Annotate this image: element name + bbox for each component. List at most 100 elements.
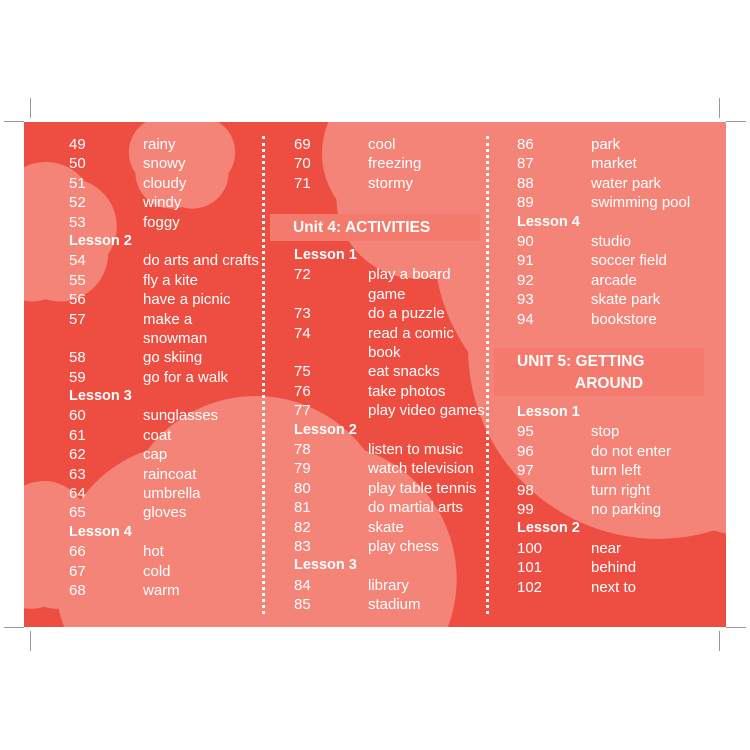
vocab-row: 59 go for a walk xyxy=(69,368,264,387)
crop-mark xyxy=(4,121,24,122)
vocab-number: 91 xyxy=(517,252,534,270)
vocab-row: 50 snowy xyxy=(69,154,264,173)
vocab-row: 75 eat snacks xyxy=(294,362,509,381)
column-divider xyxy=(486,136,489,614)
star-icon xyxy=(55,396,457,627)
vocab-row: 87 market xyxy=(517,154,717,173)
vocab-row: 77 play video games xyxy=(294,401,509,420)
vocab-row: 76 take photos xyxy=(294,382,509,401)
vocab-number: 52 xyxy=(69,194,86,212)
vocab-row: 79 watch television xyxy=(294,459,509,478)
star-icon xyxy=(24,162,117,302)
vocab-number: 49 xyxy=(69,136,86,153)
lesson-heading: Lesson 2 xyxy=(294,421,357,438)
vocab-number: 60 xyxy=(69,407,86,425)
vocab-row: 84 library xyxy=(294,576,509,595)
vocab-row: 78 listen to music xyxy=(294,440,509,459)
vocab-word: raincoat xyxy=(143,465,197,483)
vocab-row: 80 play table tennis xyxy=(294,479,509,498)
vocab-number: 95 xyxy=(517,423,534,441)
vocab-number: 100 xyxy=(517,539,543,557)
vocab-number: 99 xyxy=(517,500,534,518)
vocab-word: near xyxy=(591,539,622,557)
vocab-number: 102 xyxy=(517,578,543,596)
vocab-word: do not enter xyxy=(591,442,672,460)
vocab-word: go for a walk xyxy=(143,368,229,386)
vocab-word: behind xyxy=(591,559,637,577)
lesson-heading: Lesson 2 xyxy=(517,520,580,537)
vocab-word: watch television xyxy=(368,460,474,478)
vocab-number: 83 xyxy=(294,537,311,555)
vocab-number: 56 xyxy=(69,291,86,309)
vocab-word: play video games xyxy=(368,402,485,420)
vocab-word: take photos xyxy=(368,382,446,400)
vocab-row: 86 park xyxy=(517,135,717,154)
vocab-row: 53 foggy xyxy=(69,213,264,232)
vocab-word: stop xyxy=(591,423,620,441)
vocab-word: park xyxy=(591,136,621,153)
vocab-number: 77 xyxy=(294,402,311,420)
vocab-row: 58 go skiing xyxy=(69,348,264,367)
vocab-row: 73 do a puzzle xyxy=(294,304,509,323)
vocab-number: 82 xyxy=(294,518,311,536)
vocab-row: 49 rainy xyxy=(69,135,264,154)
lesson-heading: Lesson 3 xyxy=(69,388,132,405)
vocab-word: snowy xyxy=(143,155,186,173)
vocab-row: 90 studio xyxy=(517,232,717,251)
vocab-word: studio xyxy=(591,232,632,250)
vocab-number: 54 xyxy=(69,252,86,270)
vocab-word: cap xyxy=(143,446,168,464)
column-2: 69 cool 70 freezing 71 stormy xyxy=(294,135,509,193)
vocab-number: 93 xyxy=(517,291,534,309)
vocab-row: 55 fly a kite xyxy=(69,271,264,290)
vocab-row: 101 behind xyxy=(517,558,717,577)
vocab-number: 87 xyxy=(517,155,534,173)
vocab-word: gloves xyxy=(143,504,187,522)
vocab-number: 71 xyxy=(294,174,311,192)
vocab-word: market xyxy=(591,155,637,173)
star-icon xyxy=(24,481,109,609)
vocab-row: 72 play a board game xyxy=(294,265,509,304)
vocab-word: eat snacks xyxy=(368,363,440,381)
vocab-row: 70 freezing xyxy=(294,154,509,173)
lesson-heading: Lesson 4 xyxy=(69,523,132,540)
vocab-number: 63 xyxy=(69,465,86,483)
vocab-word: arcade xyxy=(591,271,637,289)
crop-mark xyxy=(30,98,31,118)
vocab-row: 62 cap xyxy=(69,445,264,464)
vocab-number: 51 xyxy=(69,174,86,192)
vocab-word: hot xyxy=(143,543,164,561)
vocab-word: warm xyxy=(143,582,180,599)
vocab-row: 54 do arts and crafts xyxy=(69,251,264,270)
vocab-row: 97 turn left xyxy=(517,461,717,480)
vocab-word: play a board game xyxy=(368,266,451,303)
vocab-row: 69 cool xyxy=(294,135,509,154)
vocab-row: 68 warm xyxy=(69,581,264,600)
vocab-word: fly a kite xyxy=(143,271,199,289)
vocab-number: 78 xyxy=(294,440,311,458)
vocab-row: 102 next to xyxy=(517,578,717,597)
column-3: 86 park 87 market 88 water park 89 swimming poo… xyxy=(517,135,717,329)
crop-mark xyxy=(726,627,746,628)
vocab-word: play table tennis xyxy=(368,479,477,497)
vocab-word: stormy xyxy=(368,174,413,192)
vocab-number: 65 xyxy=(69,504,86,522)
vocab-word: make a snowman xyxy=(143,310,208,347)
vocab-number: 74 xyxy=(294,324,311,342)
vocab-word: have a picnic xyxy=(143,291,231,309)
lesson-heading: Lesson 2 xyxy=(69,232,132,249)
vocab-word: skate park xyxy=(591,291,661,309)
vocab-word: water park xyxy=(591,174,662,192)
vocab-word: next to xyxy=(591,578,637,596)
unit-5-heading: UNIT 5: GETTING AROUND xyxy=(494,348,704,396)
lesson-heading: Lesson 1 xyxy=(294,247,357,263)
crop-mark xyxy=(726,121,746,122)
vocab-word: freezing xyxy=(368,155,422,173)
vocab-row: 94 bookstore xyxy=(517,310,717,329)
vocab-number: 58 xyxy=(69,349,86,367)
vocab-number: 84 xyxy=(294,576,311,594)
vocab-row: 85 stadium xyxy=(294,595,509,614)
vocab-row: 99 no parking xyxy=(517,500,717,519)
vocab-number: 53 xyxy=(69,213,86,231)
vocab-number: 69 xyxy=(294,136,311,153)
